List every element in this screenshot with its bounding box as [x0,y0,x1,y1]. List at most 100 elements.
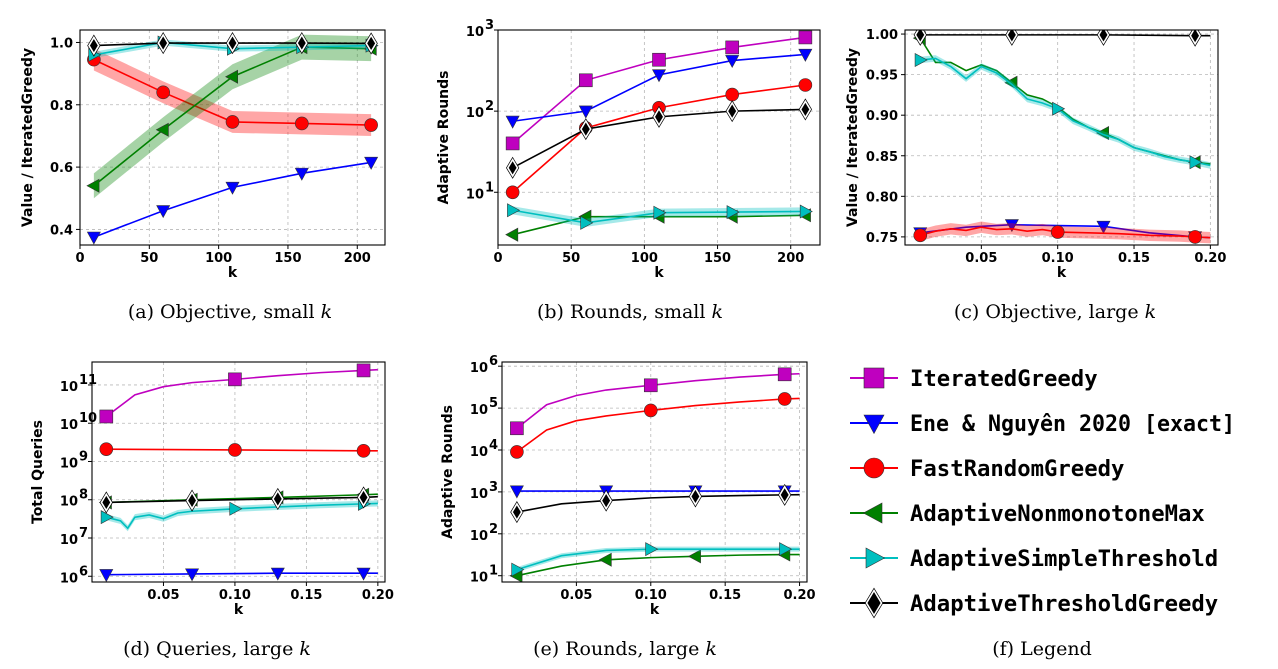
x-tick-label: 200 [344,251,371,266]
data-point [270,567,285,581]
y-tick-label: 0.4 [50,223,73,238]
data-point [1006,30,1018,45]
series-fastrandomgreedy [99,442,378,458]
data-point [505,115,520,129]
series-adaptivesimplethreshold [511,542,800,577]
series-fastrandomgreedy [510,392,800,459]
series-line [516,397,800,453]
data-point [687,549,701,564]
data-point [798,78,813,92]
data-point [643,403,658,418]
legend-marker [862,502,883,524]
data-point [799,99,812,120]
data-point [509,485,524,499]
data-point [365,33,377,54]
series-line [920,57,1211,167]
data-point [510,421,524,436]
data-point [99,569,114,582]
data-point [799,204,813,219]
x-tick-label: 50 [562,251,580,266]
data-point [689,486,702,507]
y-tick-exponent: 10 [79,411,97,426]
data-point [1096,220,1111,234]
data-point [778,485,791,505]
data-point [156,205,171,219]
y-tick-label: 0.8 [50,99,73,114]
y-tick-label: 10 [470,487,488,502]
legend-entry: IteratedGreedy [850,367,1098,392]
legend-label: AdaptiveNonmonotoneMax [910,502,1205,527]
x-tick-label: 0.15 [1118,251,1150,266]
data-point [580,119,592,139]
y-tick-exponent: 9 [79,449,88,464]
y-tick-label: 10 [470,361,488,376]
x-tick-label: 0.20 [784,588,816,603]
y-tick-exponent: 1 [485,180,494,195]
data-point [914,53,928,68]
legend-marker [865,588,883,618]
series-line [919,37,1211,165]
data-point [100,510,114,525]
data-point [725,40,739,55]
y-tick-label: 0.90 [866,109,898,124]
data-point [228,443,242,457]
data-point [511,502,523,522]
data-point [505,136,520,151]
y-tick-label: 0.6 [50,161,73,176]
y-tick-label: 0.80 [866,190,898,205]
x-tick-label: 100 [205,251,232,266]
x-tick-label: 0.05 [965,251,997,266]
data-point [726,205,740,220]
data-point [507,203,521,218]
data-point [225,115,240,129]
x-tick-label: 150 [274,251,301,266]
series-adaptivethresholdgreedy [510,483,800,524]
plot-area [912,30,1211,245]
y-tick-exponent: 3 [485,18,494,33]
series-line [105,368,378,418]
data-point [600,490,612,511]
series-line [516,548,800,571]
legend-label: AdaptiveSimpleThreshold [910,547,1218,572]
x-tick-label: 0.10 [635,588,667,603]
series-line [516,553,800,577]
data-point [295,116,309,131]
confidence-band [920,55,1211,169]
series-line [920,34,1211,37]
data-point [1188,230,1202,244]
x-tick-label: 0.05 [147,588,179,603]
y-axis-label: Value / IteratedGreedy [845,48,861,227]
data-point [653,107,665,127]
data-point [598,552,612,567]
grid [92,362,385,582]
series-adaptivesimplethreshold [507,203,813,230]
panel-caption: (e) Rounds, large k [533,638,717,660]
panel-caption: (c) Objective, large k [954,301,1156,323]
series-iteratedgreedy [505,30,813,151]
series-line [920,226,1211,239]
data-point [86,178,100,193]
data-point [225,181,240,195]
legend-label: IteratedGreedy [910,367,1098,392]
y-tick-label: 10 [60,571,78,586]
y-tick-label: 0.75 [866,231,898,246]
y-tick-label: 0.85 [866,150,898,165]
y-tick-exponent: 1 [489,564,498,579]
series-iteratedgreedy [99,363,378,424]
data-point [1096,126,1109,141]
x-axis-label: k [650,602,660,618]
x-tick-label: 0.05 [560,588,592,603]
grid [79,30,385,245]
data-point [505,227,519,242]
legend-entry: FastRandomGreedy [850,457,1124,482]
series-adaptivesimplethreshold [914,53,1211,170]
y-axis-label: Value / IteratedGreedy [20,48,36,227]
x-tick-label: 100 [631,251,658,266]
y-tick-label: 10 [60,418,78,433]
data-point [86,231,101,245]
panel-c: 0.05 0.10 0.15 0.20 0.75 0.80 0.85 0.90 0.95 1.00… [845,28,1226,323]
data-point [510,445,524,459]
data-point [185,568,200,582]
